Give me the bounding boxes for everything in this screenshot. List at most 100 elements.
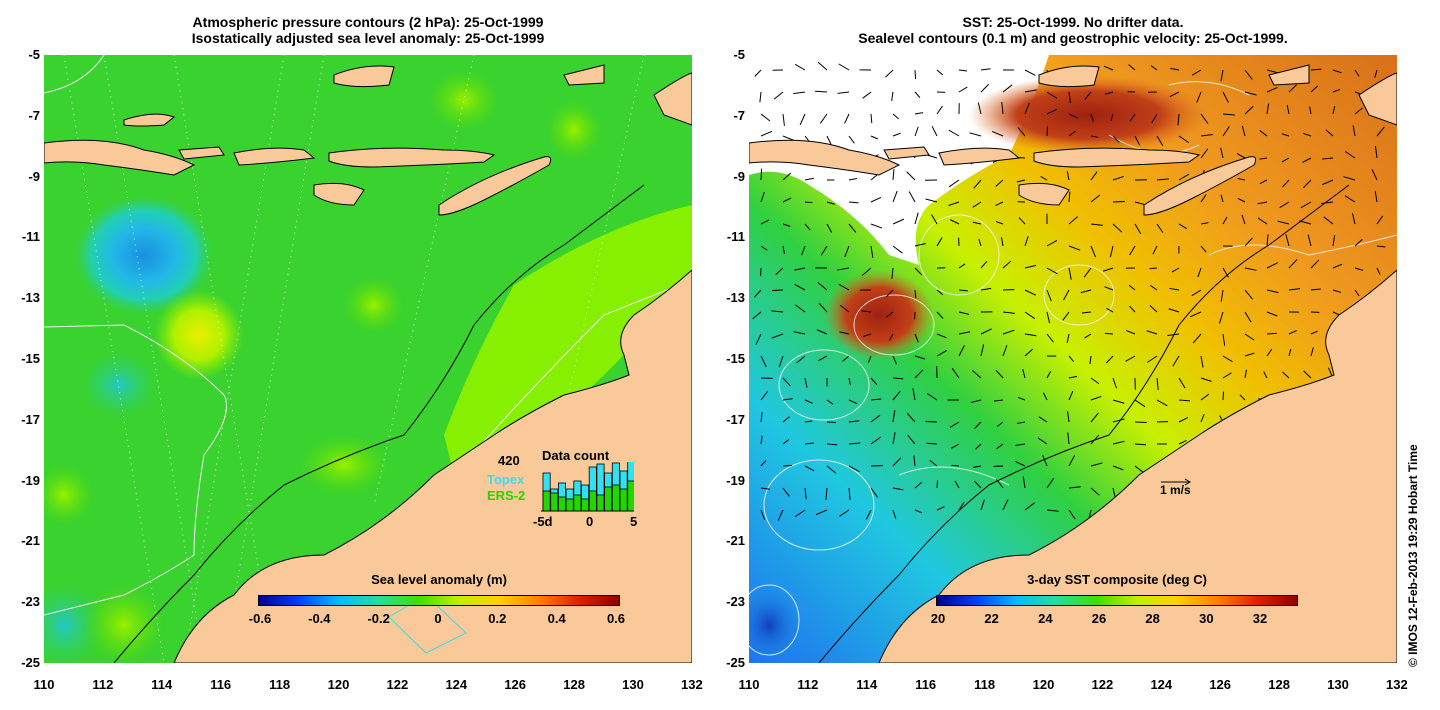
velocity-arrow: [1241, 125, 1246, 137]
velocity-arrow: [804, 377, 808, 388]
velocity-arrow: [1002, 329, 1015, 335]
velocity-arrow: [1309, 106, 1312, 115]
velocity-arrow: [1200, 133, 1213, 137]
velocity-arrow: [1281, 133, 1290, 137]
velocity-arrow: [914, 369, 924, 379]
velocity-arrow: [1282, 371, 1290, 379]
velocity-arrow: [1017, 396, 1026, 401]
right-colorbar-title: 3-day SST composite (deg C): [1027, 572, 1207, 587]
velocity-arrow: [1218, 311, 1224, 324]
velocity-arrow: [1146, 330, 1158, 335]
velocity-arrow: [1156, 135, 1164, 146]
velocity-arrow: [1089, 355, 1092, 365]
velocity-arrow: [782, 377, 791, 387]
velocity-arrow: [892, 355, 897, 365]
velocity-arrow: [793, 331, 806, 335]
data-count-histogram: [541, 462, 634, 512]
velocity-arrow: [1266, 348, 1273, 357]
velocity-arrow: [1257, 217, 1268, 225]
velocity-arrow: [1374, 146, 1378, 159]
colorbar-tick-label: 30: [1199, 611, 1214, 626]
velocity-arrow: [980, 328, 992, 335]
velocity-arrow: [1354, 107, 1363, 115]
velocity-arrow: [1277, 220, 1290, 225]
velocity-arrow: [848, 399, 858, 405]
velocity-arrow: [925, 420, 938, 423]
longitude-tick-label: 110: [33, 677, 55, 692]
velocity-arrow: [870, 196, 882, 203]
velocity-arrow: [1046, 509, 1059, 512]
velocity-arrow: [1266, 289, 1279, 294]
velocity-arrow: [1046, 477, 1055, 489]
velocity-arrow: [914, 243, 926, 247]
velocity-arrow: [1352, 213, 1356, 225]
velocity-arrow: [1104, 91, 1114, 95]
warm-eddy: [824, 270, 934, 360]
velocity-arrow: [1149, 267, 1158, 270]
velocity-arrow: [1134, 465, 1144, 473]
histogram-bar-ers2: [596, 494, 605, 512]
velocity-arrow: [760, 245, 768, 251]
velocity-arrow: [870, 245, 874, 258]
velocity-arrow: [848, 201, 859, 204]
velocity-arrow: [931, 214, 938, 225]
longitude-tick-label: 130: [622, 677, 644, 692]
velocity-arrow: [837, 267, 850, 271]
longitude-tick-label: 128: [563, 677, 585, 692]
velocity-arrow: [839, 304, 850, 313]
colorbar-tick-label: -0.6: [248, 611, 272, 626]
velocity-arrow: [754, 289, 762, 298]
velocity-arrow: [1046, 126, 1049, 137]
velocity-arrow: [1090, 377, 1100, 384]
velocity-arrow: [1151, 113, 1158, 124]
velocity-arrow: [870, 487, 879, 498]
velocity-arrow: [1332, 311, 1340, 316]
land-north-2: [333, 65, 395, 88]
sst-map[interactable]: [749, 55, 1397, 663]
right-title-line2: Sealevel contours (0.1 m) and geostrophi…: [858, 30, 1288, 46]
colorbar-tick-label: 24: [1038, 611, 1053, 626]
velocity-arrow: [782, 113, 785, 126]
velocity-arrow: [1147, 355, 1158, 363]
velocity-arrow: [1000, 237, 1004, 247]
velocity-arrow: [1134, 421, 1147, 424]
velocity-arrow: [1321, 201, 1334, 205]
velocity-arrow: [1102, 267, 1114, 272]
velocity-arrow: [914, 289, 917, 299]
velocity-arrow: [958, 289, 968, 292]
velocity-arrow: [951, 464, 960, 467]
sea-level-anomaly-map[interactable]: [44, 55, 692, 663]
velocity-arrow: [848, 377, 851, 386]
longitude-tick-label: 126: [504, 677, 527, 692]
latitude-tick-label: -23: [21, 594, 40, 610]
velocity-arrow: [1200, 393, 1210, 401]
velocity-arrow: [1354, 69, 1360, 77]
velocity-arrow: [1332, 105, 1336, 115]
velocity-arrow: [1068, 486, 1081, 489]
velocity-arrow: [1170, 67, 1180, 71]
velocity-arrow: [1178, 223, 1188, 230]
velocity-arrow: [1001, 102, 1004, 115]
velocity-arrow: [1090, 194, 1101, 203]
velocity-arrow: [1266, 332, 1277, 335]
velocity-arrow: [1288, 348, 1292, 357]
velocity-arrow: [1156, 223, 1164, 233]
velocity-arrow: [1239, 394, 1246, 401]
velocity-arrow: [892, 509, 897, 519]
velocity-arrow: [1040, 176, 1048, 181]
velocity-arrow: [980, 83, 990, 93]
velocity-arrow: [760, 390, 769, 401]
velocity-arrow: [1024, 264, 1037, 269]
longitude-tick-label: 130: [1327, 677, 1349, 692]
velocity-arrow: [1266, 87, 1278, 93]
velocity-arrow: [1281, 157, 1290, 163]
velocity-arrow: [1200, 222, 1209, 225]
land-north-4: [1358, 72, 1397, 126]
velocity-arrow: [760, 487, 770, 490]
velocity-arrow: [838, 63, 850, 71]
velocity-arrow: [995, 201, 1004, 207]
land-java: [44, 139, 196, 176]
velocity-arrow: [1090, 223, 1103, 226]
velocity-arrow: [1236, 153, 1246, 159]
velocity-arrow: [972, 201, 982, 208]
